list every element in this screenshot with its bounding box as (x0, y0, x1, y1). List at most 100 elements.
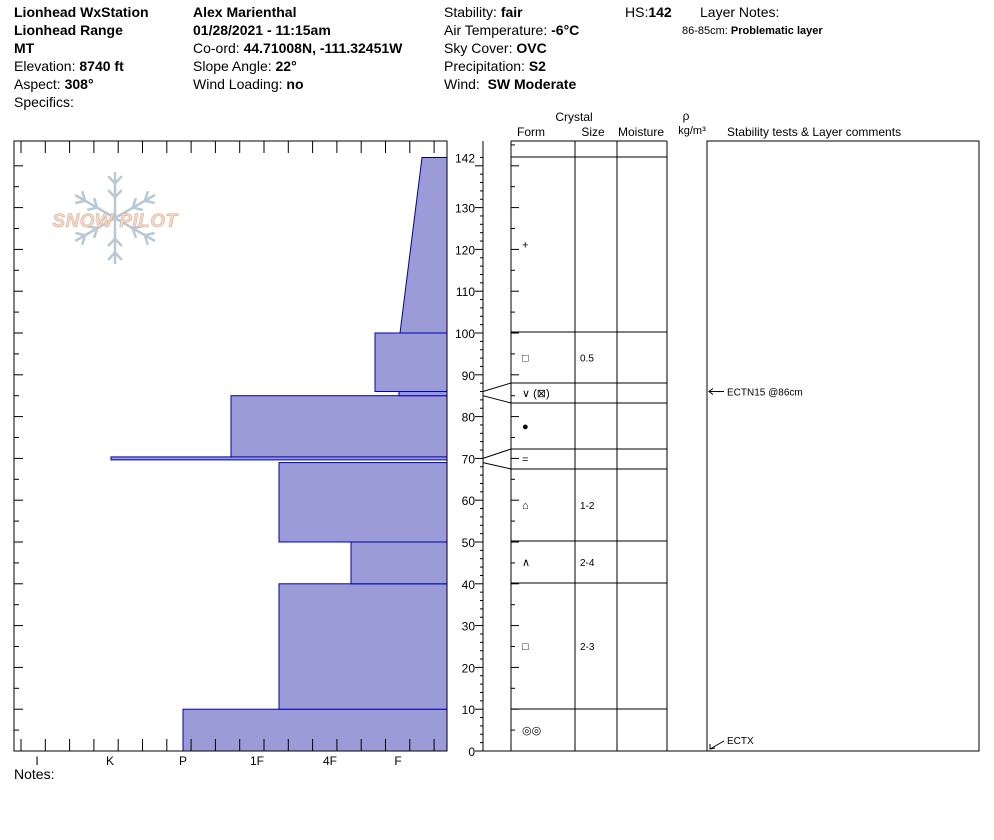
snowflake-branch (80, 190, 87, 202)
snowflake-branch (131, 227, 138, 239)
wind-value: SW Moderate (487, 76, 577, 92)
stability-value: fair (500, 4, 523, 20)
coord-row: Co-ord: 44.71008N, -111.32451W (193, 39, 402, 57)
snowflake-branch (75, 199, 86, 205)
air-temp-label: Air Temperature: (444, 22, 548, 38)
size-header: Size (581, 125, 605, 139)
slope-row: Slope Angle: 22° (193, 57, 402, 75)
moisture-header: Moisture (618, 125, 664, 139)
aspect-value: 308° (64, 76, 94, 92)
depth-axis-label: 20 (462, 661, 476, 675)
site-name: Lionhead WxStation (14, 4, 149, 20)
density-unit-header: kg/m³ (678, 125, 706, 137)
depth-axis-label: 40 (462, 578, 476, 592)
crystal-form-symbol: ● (522, 421, 529, 433)
hardness-bar (399, 156, 448, 334)
snowflake-branch (107, 251, 116, 261)
snowflake-branch (144, 231, 155, 237)
snowflake-arm (74, 216, 116, 243)
hardness-bar (398, 391, 448, 397)
snowflake-arm (114, 216, 156, 243)
snowflake-arm (114, 193, 156, 220)
depth-axis-label: 142 (455, 151, 475, 165)
snowflake-branch (80, 234, 87, 246)
snowflake-branch (87, 224, 98, 230)
crystal-form-symbol: □ (522, 641, 529, 653)
aspect-label: Aspect: (14, 76, 61, 92)
hs-info: HS:142 (625, 3, 672, 21)
snowflake-branch (114, 189, 123, 199)
stability-arrow-head (709, 744, 716, 750)
snowflake-branch (75, 231, 86, 237)
slope-label: Slope Angle: (193, 58, 272, 74)
layer-connector (482, 448, 512, 459)
hardness-axis-label: 4F (323, 754, 337, 768)
wind-label: Wind: (444, 76, 480, 92)
site-state: MT (14, 40, 35, 56)
air-temp-row: Air Temperature: -6°C (444, 21, 579, 39)
observer-info: Alex Marienthal 01/28/2021 - 11:15am Co-… (193, 3, 402, 93)
coord-value: 44.71008N, -111.32451W (243, 40, 403, 56)
site-range: Lionhead Range (14, 22, 123, 38)
density-symbol-header: ρ (683, 109, 690, 123)
stability-arrow (709, 740, 725, 750)
depth-axis-label: 100 (455, 327, 475, 341)
stability-label: Stability: (444, 4, 497, 20)
snowflake-branch (92, 227, 99, 239)
layer-note-range: 86-85cm: (682, 25, 728, 37)
hardness-graph-frame: I K P 1F 4F F (13, 140, 448, 768)
stability-test-label: ECTX (727, 736, 754, 747)
hardness-graph-border (13, 140, 448, 752)
layer-connector (482, 462, 512, 470)
crystal-form-symbol: ⌂ (522, 500, 529, 512)
hardness-bar (374, 332, 448, 393)
precip-value: S2 (528, 58, 546, 74)
depth-axis-label: 120 (455, 243, 475, 257)
depth-axis-label: 70 (462, 452, 476, 466)
layer-table: 0 10 20 30 40 50 60 70 80 90 100 110 120 130 142 + □ 0.5 ∨… (455, 140, 979, 759)
snowpilot-logo: SNOW PILOT (52, 172, 178, 264)
snowflake-branch (144, 199, 155, 205)
snowflake-branch (114, 237, 123, 247)
depth-axis-label: 130 (455, 202, 475, 216)
hardness-bar (182, 708, 448, 752)
layer-notes-label: Layer Notes: (700, 4, 780, 20)
hardness-bar (350, 541, 448, 585)
precip-label: Precipitation: (444, 58, 525, 74)
aspect-row: Aspect: 308° (14, 75, 149, 93)
layer-connector (482, 395, 512, 404)
column-headers: Crystal Form Size Moisture ρ kg/m³ Stabi… (517, 109, 901, 139)
specifics-label: Specifics: (14, 94, 74, 110)
snowflake-branch (131, 197, 138, 209)
elevation-value: 8740 ft (79, 58, 124, 74)
depth-axis-label: 0 (468, 745, 475, 759)
sky-label: Sky Cover: (444, 40, 513, 56)
crystal-header: Crystal (555, 110, 592, 124)
crystal-form-symbol: □ (522, 353, 529, 365)
depth-axis-label: 90 (462, 369, 476, 383)
snowflake-branch (143, 190, 150, 202)
depth-axis-label: 80 (462, 411, 476, 425)
hardness-bar (278, 462, 448, 543)
sky-row: Sky Cover: OVC (444, 39, 579, 57)
snowflake-branch (87, 206, 98, 212)
hardness-axis-label: 1F (250, 754, 264, 768)
hardness-bar (110, 456, 448, 461)
elevation-label: Elevation: (14, 58, 76, 74)
crystal-form-symbol: + (522, 240, 528, 252)
crystal-form-symbol: = (522, 454, 528, 466)
crystal-size: 1-2 (580, 501, 595, 512)
stability-comments-panel: ECTN15 @86cm ECTX (706, 140, 980, 752)
elevation-row: Elevation: 8740 ft (14, 57, 149, 75)
hardness-bar (230, 395, 448, 459)
snowflake-branch (92, 197, 99, 209)
layer-note-row: 86-85cm: Problematic layer (682, 22, 823, 40)
hardness-axis-label: P (179, 754, 187, 768)
snowflake-branch (143, 234, 150, 246)
depth-axis-label: 110 (456, 285, 475, 299)
depth-axis-label: 30 (462, 620, 476, 634)
crystal-size: 2-4 (580, 558, 595, 569)
snowflake-icon (74, 172, 156, 264)
snowflake-branch (114, 251, 123, 261)
